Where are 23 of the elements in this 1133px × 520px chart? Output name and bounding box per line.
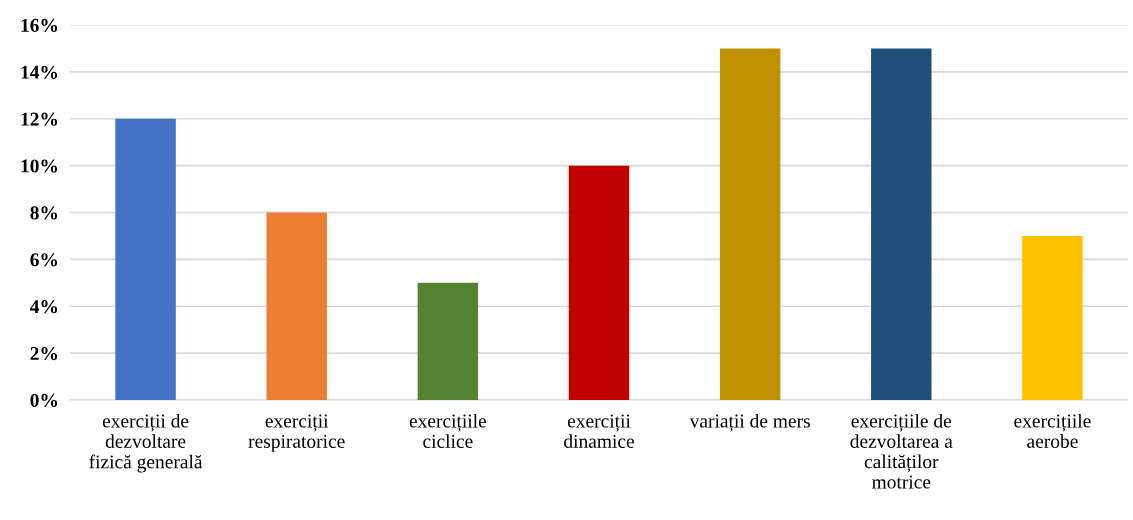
y-tick-label: 4%	[29, 300, 58, 314]
y-tick-label: 14%	[21, 65, 58, 79]
y-tick-label: 12%	[21, 112, 58, 126]
y-tick-label: 16%	[21, 18, 58, 32]
bar	[568, 165, 630, 400]
y-tick-label: 2%	[30, 346, 58, 361]
x-tick-label: exercițiile ciclice	[409, 413, 487, 448]
x-tick-label: exerciții dinamice	[564, 414, 634, 448]
x-tick-label: exerciții respiratorice	[248, 414, 345, 452]
bar	[719, 48, 781, 400]
bar	[115, 118, 176, 400]
bar	[417, 282, 479, 400]
bar	[1022, 235, 1083, 400]
y-tick-label: 8%	[30, 206, 58, 220]
x-tick-label: exercițiile de dezvoltarea a calităților motrice	[850, 413, 953, 489]
bar	[871, 48, 932, 400]
y-tick-label: 6%	[30, 253, 58, 267]
bar	[266, 212, 327, 400]
y-tick-label: 0%	[30, 393, 58, 407]
x-tick-label: exercițiile aerobe	[1014, 413, 1091, 448]
x-tick-label: exerciții de dezvoltare fizică generală	[89, 413, 203, 473]
y-tick-label: 10%	[21, 159, 58, 173]
x-tick-label: variații de mers	[689, 413, 810, 432]
